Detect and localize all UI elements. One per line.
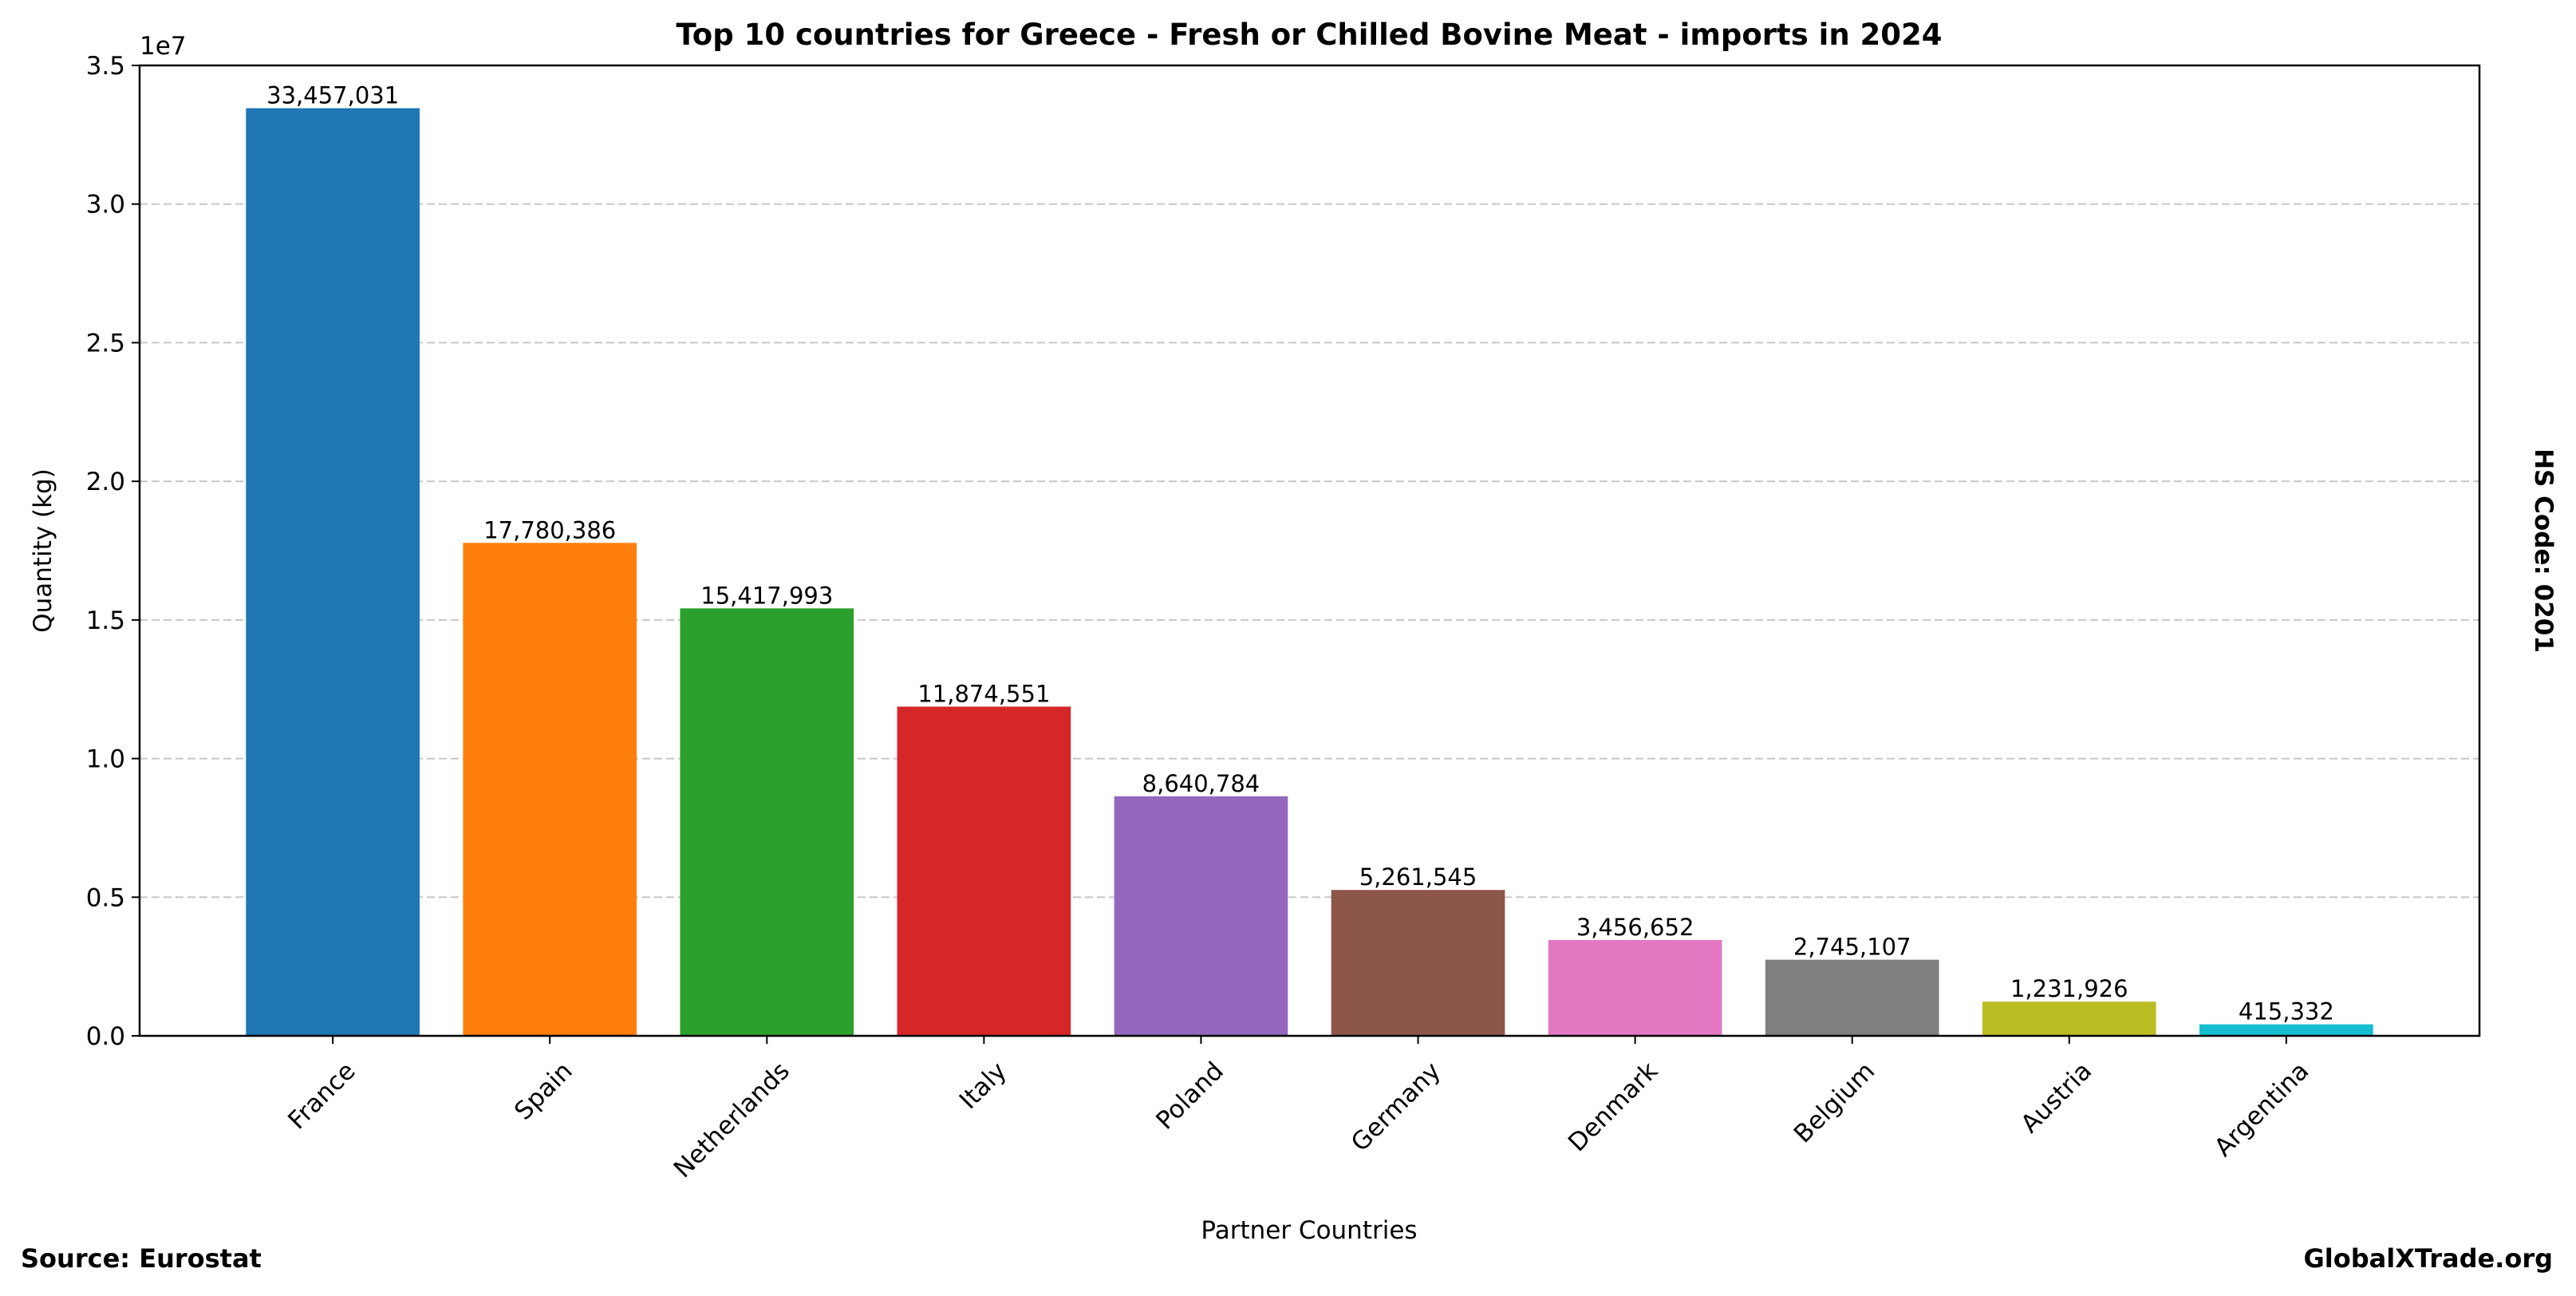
bar-value-label: 5,261,545 — [1359, 863, 1477, 891]
chart-title: Top 10 countries for Greece - Fresh or C… — [676, 18, 1942, 52]
bar-value-label: 17,780,386 — [483, 516, 616, 543]
bar-value-label: 415,332 — [2239, 998, 2334, 1025]
bar-value-label: 1,231,926 — [2010, 975, 2128, 1002]
bar-value-label: 3,456,652 — [1576, 914, 1694, 941]
y-offset-label: 1e7 — [140, 32, 187, 61]
x-tick-label: Germany — [1346, 1057, 1446, 1157]
bar-value-label: 15,417,993 — [700, 582, 833, 609]
x-tick-label: Belgium — [1789, 1057, 1880, 1148]
x-tick-label: Spain — [509, 1057, 578, 1126]
y-axis-label: Quantity (kg) — [29, 468, 57, 633]
bar-denmark — [1548, 939, 1722, 1036]
x-tick-label: Poland — [1150, 1057, 1229, 1136]
site-label: GlobalXTrade.org — [2304, 1243, 2553, 1274]
bar-belgium — [1765, 959, 1939, 1036]
y-tick-label: 3.0 — [86, 191, 125, 219]
y-tick-label: 0.5 — [86, 883, 125, 912]
source-label: Source: Eurostat — [21, 1243, 262, 1274]
x-tick-label: France — [282, 1057, 361, 1135]
bar-italy — [897, 706, 1071, 1036]
bar-germany — [1331, 890, 1505, 1036]
bar-value-label: 33,457,031 — [266, 82, 399, 109]
x-tick-label: Netherlands — [669, 1057, 795, 1183]
x-tick-label: Austria — [2015, 1057, 2097, 1139]
y-tick-label: 2.5 — [86, 329, 125, 358]
y-tick-label: 2.0 — [86, 468, 125, 496]
x-tick-label: Argentina — [2209, 1057, 2314, 1162]
bar-netherlands — [680, 608, 854, 1036]
x-tick-label: Italy — [954, 1057, 1012, 1115]
bar-value-label: 8,640,784 — [1142, 770, 1260, 797]
bar-poland — [1114, 796, 1288, 1036]
hs-code-label: HS Code: 0201 — [2529, 448, 2558, 653]
plot-frame — [138, 64, 2481, 1037]
bar-value-label: 2,745,107 — [1793, 934, 1911, 961]
y-tick-label: 1.5 — [86, 607, 125, 635]
bar-value-labels: 33,457,031 17,780,386 15,417,993 11,874,551… — [266, 82, 2334, 1025]
bar-value-label: 11,874,551 — [917, 680, 1050, 707]
bar-france — [246, 108, 420, 1036]
x-axis-ticks: France Spain Netherlands Italy Poland Germany… — [282, 1036, 2314, 1183]
x-axis-label: Partner Countries — [1201, 1216, 1417, 1245]
bars — [246, 108, 2373, 1036]
x-tick-label: Denmark — [1563, 1057, 1663, 1157]
bar-spain — [463, 543, 637, 1036]
bar-argentina — [2199, 1024, 2373, 1036]
y-axis-ticks: 0.0 0.5 1.0 1.5 2.0 2.5 3.0 3.5 — [86, 52, 140, 1051]
y-tick-label: 0.0 — [86, 1022, 125, 1051]
y-tick-label: 1.0 — [86, 745, 125, 774]
bar-austria — [1982, 1002, 2156, 1036]
y-tick-label: 3.5 — [86, 52, 125, 81]
